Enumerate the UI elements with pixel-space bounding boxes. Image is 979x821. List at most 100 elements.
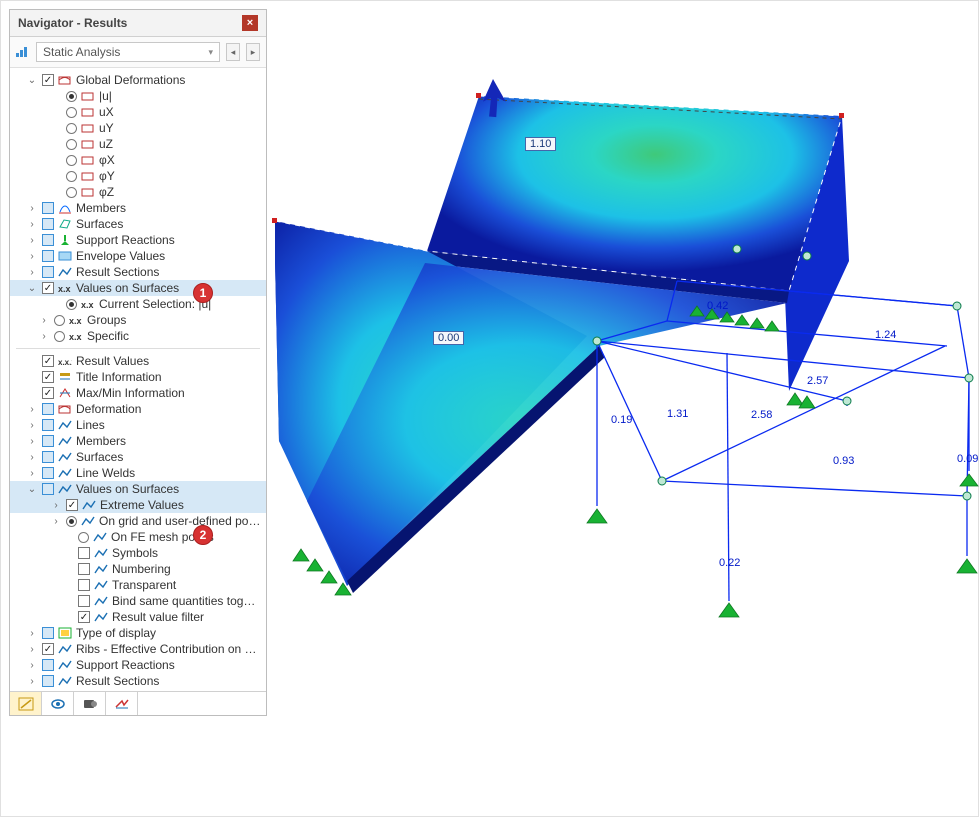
expand-icon[interactable]: › [26, 219, 38, 230]
expand-icon[interactable]: ⌄ [26, 283, 38, 294]
tree-item-bind-quantities[interactable]: Bind same quantities together [10, 593, 266, 609]
checkbox[interactable] [78, 579, 90, 591]
expand-icon[interactable]: › [26, 267, 38, 278]
checkbox[interactable] [42, 451, 54, 463]
expand-icon[interactable]: › [38, 315, 50, 326]
expand-icon[interactable]: › [26, 644, 38, 655]
tree-item-surfaces-2[interactable]: ›Surfaces [10, 449, 266, 465]
tab-1[interactable] [10, 692, 42, 715]
expand-icon[interactable]: › [50, 500, 62, 511]
tab-2[interactable] [42, 692, 74, 715]
expand-icon[interactable]: › [26, 676, 38, 687]
tree-item-extreme-values[interactable]: ›Extreme Values [10, 497, 266, 513]
radio[interactable] [66, 107, 77, 118]
checkbox[interactable] [78, 563, 90, 575]
tree-item-members-2[interactable]: ›Members [10, 433, 266, 449]
checkbox[interactable] [42, 403, 54, 415]
tree-item-surfaces-1[interactable]: ›Surfaces [10, 216, 266, 232]
expand-icon[interactable]: › [26, 404, 38, 415]
tree-item-transparent[interactable]: Transparent [10, 577, 266, 593]
tree-item-ux[interactable]: uX [10, 104, 266, 120]
radio[interactable] [78, 532, 89, 543]
radio[interactable] [66, 139, 77, 150]
radio[interactable] [66, 123, 77, 134]
expand-icon[interactable]: ⌄ [26, 75, 38, 86]
tree-item-envelope-values[interactable]: ›Envelope Values [10, 248, 266, 264]
tree-item-values-on-surfaces-2[interactable]: ⌄Values on Surfaces [10, 481, 266, 497]
tree-item-global-deformations[interactable]: ⌄Global Deformations [10, 72, 266, 88]
radio[interactable] [66, 171, 77, 182]
tree-item-uy[interactable]: uY [10, 120, 266, 136]
tree-item-result-value-filter[interactable]: Result value filter [10, 609, 266, 625]
tree-item-title-info[interactable]: Title Information [10, 369, 266, 385]
expand-icon[interactable]: › [26, 452, 38, 463]
panel-close-button[interactable]: × [242, 15, 258, 31]
tree-item-phiz[interactable]: φZ [10, 184, 266, 200]
expand-icon[interactable]: › [26, 235, 38, 246]
tree-item-symbols[interactable]: Symbols [10, 545, 266, 561]
tree-item-type-of-display[interactable]: ›Type of display [10, 625, 266, 641]
tree-item-support-reactions-1[interactable]: ›Support Reactions [10, 232, 266, 248]
checkbox[interactable] [42, 355, 54, 367]
tree-item-line-welds[interactable]: ›Line Welds [10, 465, 266, 481]
tree-item-on-grid[interactable]: ›On grid and user-defined points [10, 513, 266, 529]
expand-icon[interactable]: › [50, 516, 62, 527]
tree-item-uz[interactable]: uZ [10, 136, 266, 152]
checkbox[interactable] [42, 643, 54, 655]
checkbox[interactable] [42, 435, 54, 447]
radio[interactable] [66, 155, 77, 166]
tree-item-specific[interactable]: ›x.xSpecific [10, 328, 266, 344]
checkbox[interactable] [42, 675, 54, 687]
tree-item-phix[interactable]: φX [10, 152, 266, 168]
radio[interactable] [66, 516, 77, 527]
checkbox[interactable] [42, 659, 54, 671]
expand-icon[interactable]: › [26, 628, 38, 639]
tree-item-result-sections-1[interactable]: ›Result Sections [10, 264, 266, 280]
tree-item-deformation[interactable]: ›Deformation [10, 401, 266, 417]
tree-item-ribs[interactable]: ›Ribs - Effective Contribution on Sur... [10, 641, 266, 657]
checkbox[interactable] [42, 250, 54, 262]
tree-item-on-fe-mesh[interactable]: On FE mesh points [10, 529, 266, 545]
tree-item-result-values[interactable]: x.x.xResult Values [10, 353, 266, 369]
tab-4[interactable] [106, 692, 138, 715]
prev-button[interactable]: ◂ [226, 43, 240, 61]
tree-item-phiy[interactable]: φY [10, 168, 266, 184]
checkbox[interactable] [66, 499, 78, 511]
checkbox[interactable] [42, 387, 54, 399]
tree-item-values-on-surfaces-1[interactable]: ⌄x.xValues on Surfaces [10, 280, 266, 296]
checkbox[interactable] [42, 218, 54, 230]
expand-icon[interactable]: › [26, 251, 38, 262]
expand-icon[interactable]: › [26, 660, 38, 671]
checkbox[interactable] [42, 74, 54, 86]
tree-item-lines[interactable]: ›Lines [10, 417, 266, 433]
tab-3[interactable] [74, 692, 106, 715]
checkbox[interactable] [42, 467, 54, 479]
tree-item-groups[interactable]: ›x.xGroups [10, 312, 266, 328]
checkbox[interactable] [42, 234, 54, 246]
viewport-3d[interactable]: 1.10 0.00 0.421.242.570.191.312.580.930.… [267, 1, 978, 816]
tree-item-u-abs[interactable]: |u| [10, 88, 266, 104]
checkbox[interactable] [42, 266, 54, 278]
tree-item-result-sections-2[interactable]: ›Result Sections [10, 673, 266, 689]
checkbox[interactable] [42, 282, 54, 294]
checkbox[interactable] [42, 202, 54, 214]
radio[interactable] [66, 91, 77, 102]
checkbox[interactable] [42, 627, 54, 639]
expand-icon[interactable]: › [38, 331, 50, 342]
checkbox[interactable] [78, 547, 90, 559]
expand-icon[interactable]: › [26, 468, 38, 479]
radio[interactable] [66, 299, 77, 310]
expand-icon[interactable]: › [26, 420, 38, 431]
checkbox[interactable] [78, 611, 90, 623]
checkbox[interactable] [78, 595, 90, 607]
tree-item-numbering[interactable]: Numbering [10, 561, 266, 577]
checkbox[interactable] [42, 483, 54, 495]
expand-icon[interactable]: › [26, 203, 38, 214]
radio[interactable] [66, 187, 77, 198]
tree-item-members-1[interactable]: ›Members [10, 200, 266, 216]
tree-item-support-reactions-2[interactable]: ›Support Reactions [10, 657, 266, 673]
tree-item-current-selection[interactable]: x.xCurrent Selection: |u| [10, 296, 266, 312]
expand-icon[interactable]: ⌄ [26, 484, 38, 495]
tree-item-maxmin[interactable]: Max/Min Information [10, 385, 266, 401]
checkbox[interactable] [42, 371, 54, 383]
